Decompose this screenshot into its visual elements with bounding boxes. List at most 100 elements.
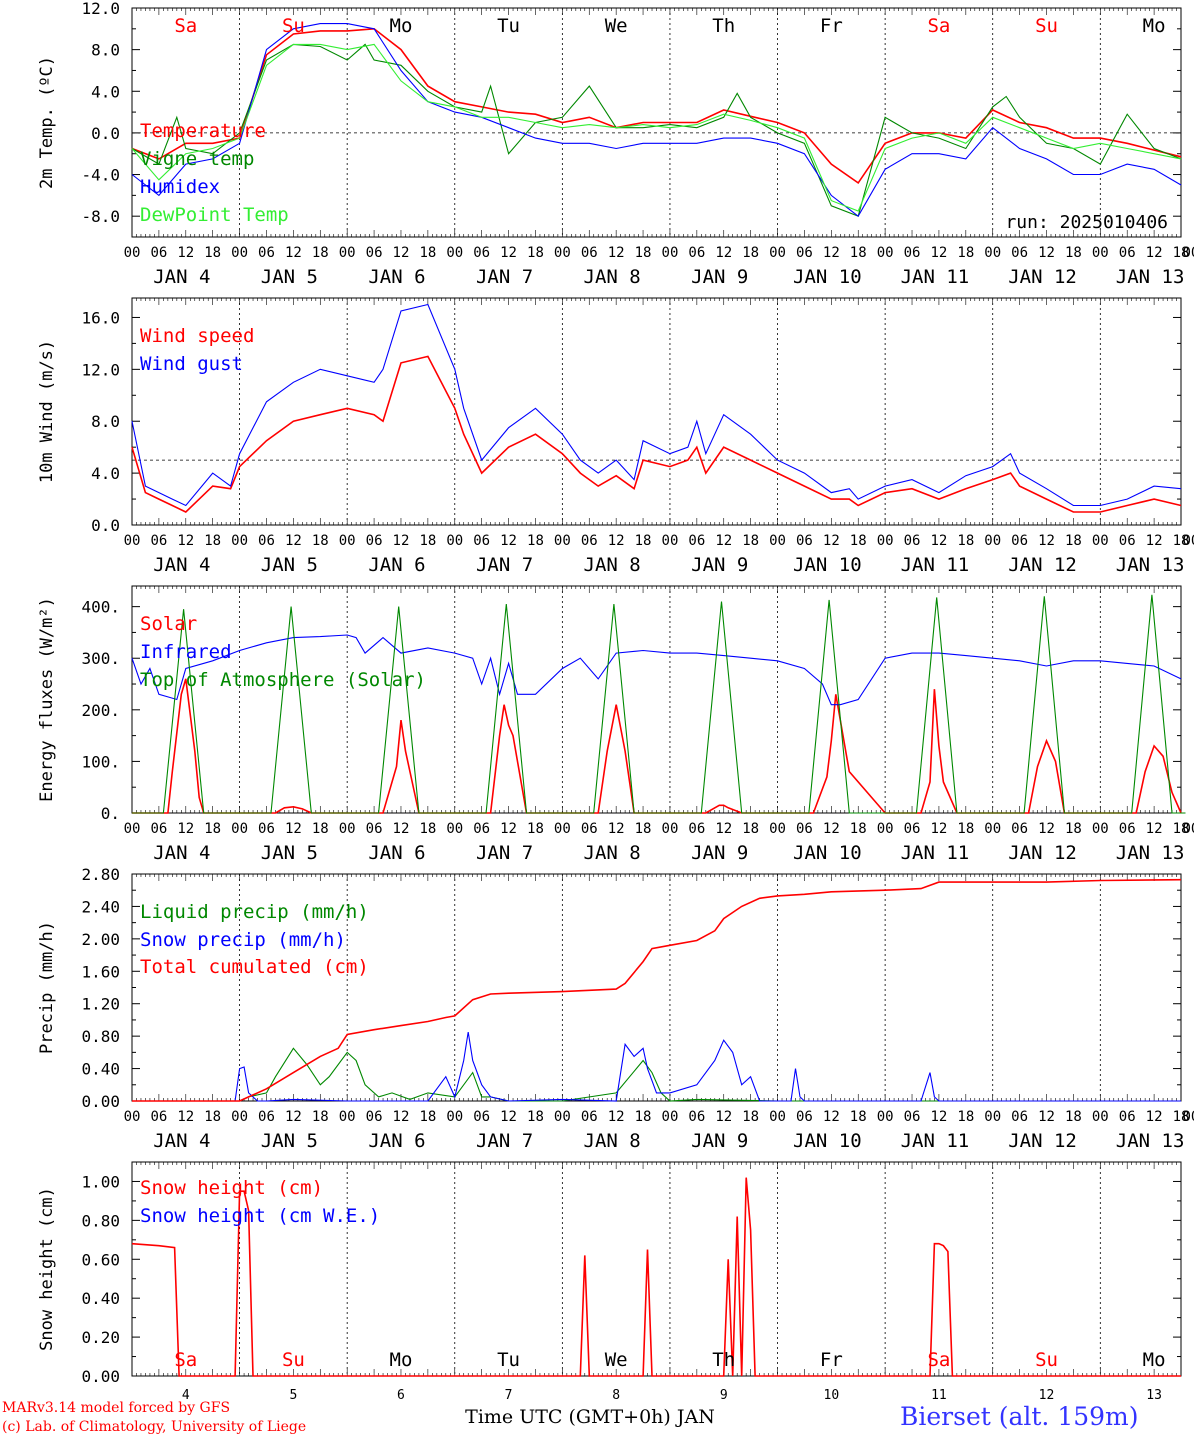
hour-label: 18 [204, 245, 221, 261]
hour-label: 18 [742, 245, 759, 261]
series-line-top-of-atmosphere-solar- [132, 594, 1186, 814]
hour-label: 18 [312, 1109, 329, 1125]
hour-label: 00 [124, 245, 141, 261]
hour-label: 12 [715, 821, 732, 837]
date-label: JAN 12 [1008, 554, 1077, 576]
hour-label: 12 [608, 245, 625, 261]
hour-label: 06 [366, 533, 383, 549]
legend-entry: Infrared [140, 641, 232, 663]
hour-label: 00 [339, 1109, 356, 1125]
hour-label: 18 [1173, 245, 1190, 261]
hour-label: 06 [1011, 533, 1028, 549]
date-label: JAN 8 [584, 554, 641, 576]
y-tick-label: 2.00 [81, 930, 120, 949]
x-day-label: 11 [931, 1388, 947, 1403]
date-label: JAN 11 [901, 842, 970, 864]
hour-label: 12 [823, 245, 840, 261]
hour-label: 12 [608, 1109, 625, 1125]
y-tick-label: 400. [81, 598, 120, 617]
hour-label: 06 [366, 1109, 383, 1125]
y-tick-label: -4.0 [81, 166, 120, 185]
legend-entry: Snow height (cm W.E.) [140, 1205, 380, 1227]
weekday-label: Fr [820, 1349, 843, 1371]
hour-label: 18 [635, 533, 652, 549]
hour-label: 12 [1146, 245, 1163, 261]
plot-frame [131, 297, 1182, 526]
hour-label: 12 [500, 1109, 517, 1125]
hour-label: 06 [150, 821, 167, 837]
legend-entry: Solar [140, 613, 197, 635]
hour-label: 00 [769, 245, 786, 261]
hour-label: 12 [285, 1109, 302, 1125]
hour-label: 00 [339, 533, 356, 549]
hour-label: 06 [473, 1109, 490, 1125]
hour-label: 06 [1119, 533, 1136, 549]
y-tick-label: 0.80 [81, 1027, 120, 1046]
hour-label: 06 [581, 245, 598, 261]
hour-label: 18 [419, 1109, 436, 1125]
x-day-label: 7 [505, 1388, 513, 1403]
hour-label: 18 [1065, 533, 1082, 549]
legend-entry: Top of Atmosphere (Solar) [140, 669, 426, 691]
y-tick-label: 0.40 [81, 1060, 120, 1079]
hour-label: 06 [1011, 821, 1028, 837]
x-day-label: 10 [824, 1388, 840, 1403]
hour-label: 00 [339, 821, 356, 837]
hour-label: 06 [581, 1109, 598, 1125]
y-tick-label: 0.20 [81, 1328, 120, 1347]
hour-label: 00 [662, 821, 679, 837]
panel-3 [131, 585, 1186, 814]
series-line-humidex [131, 23, 1182, 218]
hour-label: 12 [393, 245, 410, 261]
hour-label: 12 [285, 533, 302, 549]
hour-label: 06 [796, 1109, 813, 1125]
y-tick-label: 2.80 [81, 865, 120, 884]
hour-label: 12 [500, 533, 517, 549]
y-tick-label: 0.0 [91, 516, 120, 535]
hour-label: 18 [850, 1109, 867, 1125]
weekday-label: Mo [1143, 15, 1166, 37]
hour-label: 12 [1038, 821, 1055, 837]
hour-label: 18 [204, 821, 221, 837]
date-label: JAN 10 [793, 266, 862, 288]
y-tick-label: 0.40 [81, 1289, 120, 1308]
hour-label: 18 [635, 245, 652, 261]
hour-label: 12 [930, 821, 947, 837]
weekday-label: Sa [927, 15, 950, 37]
y-tick-label: 0.00 [81, 1367, 120, 1386]
hour-label: 00 [554, 533, 571, 549]
date-label: JAN 10 [793, 842, 862, 864]
date-label: JAN 4 [153, 1130, 210, 1152]
legend-entry: Liquid precip (mm/h) [140, 901, 369, 923]
weekday-label: Mo [390, 1349, 413, 1371]
footer-model-line: MARv3.14 model forced by GFS [2, 1400, 231, 1416]
date-label: JAN 5 [261, 1130, 318, 1152]
hour-label: 00 [662, 533, 679, 549]
date-label: JAN 8 [584, 266, 641, 288]
hour-label: 00 [1182, 245, 1194, 261]
hour-label: 06 [473, 245, 490, 261]
hour-label: 06 [688, 533, 705, 549]
hour-label: 00 [446, 245, 463, 261]
series-line-infrared [131, 634, 1182, 706]
hour-label: 00 [124, 533, 141, 549]
hour-label: 18 [419, 821, 436, 837]
hour-label: 00 [1182, 533, 1194, 549]
y-tick-label: 1.60 [81, 962, 120, 981]
hour-label: 18 [1065, 245, 1082, 261]
hour-label: 06 [904, 533, 921, 549]
hour-label: 00 [1092, 245, 1109, 261]
date-label: JAN 10 [793, 554, 862, 576]
series-line-temperature [131, 27, 1182, 185]
date-label: JAN 6 [368, 554, 425, 576]
date-label: JAN 12 [1008, 842, 1077, 864]
hour-label: 06 [1011, 245, 1028, 261]
hour-label: 12 [608, 821, 625, 837]
weekday-label: Su [1035, 15, 1058, 37]
hour-label: 12 [177, 821, 194, 837]
hour-label: 00 [984, 1109, 1001, 1125]
hour-label: 00 [339, 245, 356, 261]
date-label: JAN 12 [1008, 266, 1077, 288]
date-label: JAN 8 [584, 1130, 641, 1152]
